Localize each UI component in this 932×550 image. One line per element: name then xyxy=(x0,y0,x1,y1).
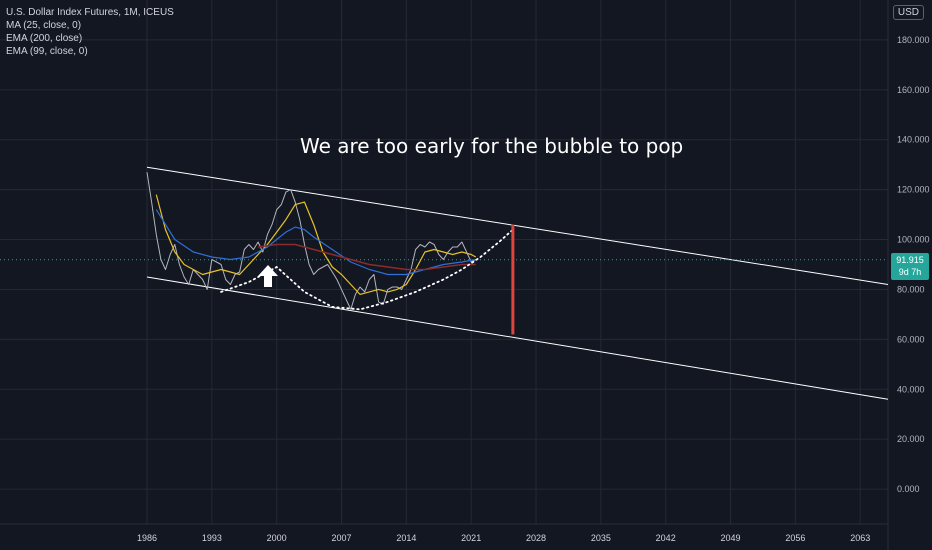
x-tick-label: 2028 xyxy=(526,533,546,543)
bar-countdown: 9d 7h xyxy=(898,267,922,277)
dotted-bubble-curve xyxy=(220,228,514,311)
x-tick-label: 1993 xyxy=(202,533,222,543)
channel-upper-line xyxy=(146,166,889,285)
x-tick-label: 2021 xyxy=(461,533,481,543)
legend-ema200[interactable]: EMA (200, close) xyxy=(6,33,83,44)
last-price-value: 91.915 xyxy=(896,255,924,265)
chart-annotation-text[interactable]: We are too early for the bubble to pop xyxy=(300,134,684,158)
ma25-series-line xyxy=(155,194,477,295)
y-tick-label: 120.000 xyxy=(897,185,930,195)
x-tick-label: 2042 xyxy=(656,533,676,543)
x-tick-label: 2049 xyxy=(721,533,741,543)
legend-ema99[interactable]: EMA (99, close, 0) xyxy=(6,46,88,57)
y-tick-label: 80.000 xyxy=(897,284,925,294)
x-tick-label: 2000 xyxy=(267,533,287,543)
x-tick-label: 2063 xyxy=(850,533,870,543)
legend-symbol-title[interactable]: U.S. Dollar Index Futures, 1M, ICEUS xyxy=(6,7,174,18)
y-tick-label: 140.000 xyxy=(897,135,930,145)
x-tick-label: 1986 xyxy=(137,533,157,543)
price-series-line xyxy=(146,172,477,310)
last-price-badge: 91.915 9d 7h xyxy=(891,253,929,280)
arrow-up-icon[interactable] xyxy=(257,264,279,288)
channel-lower-line xyxy=(146,276,889,400)
y-tick-label: 20.000 xyxy=(897,434,925,444)
legend-ma25[interactable]: MA (25, close, 0) xyxy=(6,20,82,31)
y-tick-label: 100.000 xyxy=(897,235,930,245)
ema200-series-line xyxy=(257,243,476,271)
currency-button[interactable]: USD xyxy=(892,5,924,20)
y-tick-label: 0.000 xyxy=(897,484,920,494)
y-tick-label: 180.000 xyxy=(897,35,930,45)
y-tick-label: 40.000 xyxy=(897,384,925,394)
x-tick-label: 2007 xyxy=(331,533,351,543)
y-tick-label: 160.000 xyxy=(897,85,930,95)
y-tick-label: 60.000 xyxy=(897,334,925,344)
x-tick-label: 2056 xyxy=(785,533,805,543)
ema99-series-line xyxy=(155,209,476,276)
chart-legend: U.S. Dollar Index Futures, 1M, ICEUS MA … xyxy=(6,6,174,58)
x-tick-label: 2035 xyxy=(591,533,611,543)
x-tick-label: 2014 xyxy=(396,533,416,543)
